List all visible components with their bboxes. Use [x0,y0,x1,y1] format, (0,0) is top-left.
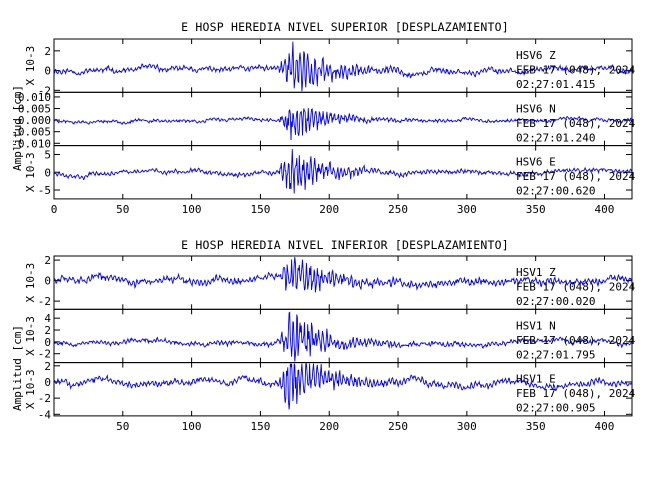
y-tick-label: -2 [38,392,51,405]
seismic-trace-line [53,41,633,92]
trace-annotation-line: HSV6 Z [516,49,556,62]
y-tick-label: -4 [38,408,52,421]
y-tick-label: 2 [44,45,51,58]
panel-scale-label: X 10-3 [24,316,37,356]
trace-annotation-line: HSV1 Z [516,266,556,279]
y-tick-label: 0 [44,65,51,78]
chart-title-inferior: E HOSP HEREDIA NIVEL INFERIOR [DESPLAZAM… [181,238,509,252]
trace-annotation-line: FEB 17 (048), 2024 [516,387,636,400]
seismic-trace-line [53,107,633,141]
x-tick-label: 300 [457,203,477,216]
x-tick-label: 200 [319,420,339,433]
trace-annotation-line: FEB 17 (048), 2024 [516,334,636,347]
y-tick-label: 0 [44,275,51,288]
panel-frame [53,362,633,417]
y-tick-label: -2 [38,295,51,308]
x-tick-label: 50 [116,203,129,216]
y-tick-label: 0 [44,376,51,389]
x-tick-label: 350 [526,203,546,216]
y-axis-label-superior: Amplitud [cm] [11,85,24,171]
y-tick-label: 5 [44,148,51,161]
seismic-trace-line [53,149,633,194]
y-tick-label: -2 [38,84,51,97]
panel-scale-label: X 10-3 [24,46,37,86]
trace-annotation-line: HSV6 E [516,156,556,169]
y-tick-label: -5 [38,184,51,197]
y-tick-label: -0.005 [11,126,51,139]
x-tick-label: 100 [182,203,202,216]
y-tick-label: 4 [44,312,51,325]
trace-annotation-line: 02:27:00.020 [516,295,595,308]
trace-annotation-line: HSV1 E [516,373,556,386]
seismic-trace-line [53,257,633,293]
y-tick-label: -0.010 [11,137,51,150]
y-tick-label: -2 [38,348,51,361]
y-tick-label: 0 [44,166,51,179]
y-axis-label-inferior: Amplitud [cm] [11,325,24,411]
trace-annotation-line: FEB 17 (048), 2024 [516,117,636,130]
x-tick-label: 250 [388,420,408,433]
x-tick-label: 150 [250,203,270,216]
y-tick-label: 2 [44,324,51,337]
chart-title-superior: E HOSP HEREDIA NIVEL SUPERIOR [DESPLAZAM… [181,20,509,34]
y-tick-label: 0.010 [18,91,51,104]
trace-annotation-line: FEB 17 (048), 2024 [516,170,636,183]
trace-annotation-line: 02:27:01.240 [516,131,595,144]
x-tick-label: 50 [116,420,129,433]
trace-annotation-line: FEB 17 (048), 2024 [516,64,636,77]
x-tick-label: 300 [457,420,477,433]
trace-annotation-line: 02:27:00.620 [516,185,595,198]
y-tick-label: 2 [44,360,51,373]
y-tick-label: 0.000 [18,114,51,127]
trace-annotation-line: HSV6 N [516,102,556,115]
trace-annotation-line: 02:27:01.795 [516,348,595,361]
x-tick-label: 0 [51,203,58,216]
y-tick-label: 0 [44,336,51,349]
x-tick-label: 250 [388,203,408,216]
trace-annotation-line: HSV1 N [516,319,556,332]
y-tick-label: 2 [44,254,51,267]
panel-scale-label: X 10-3 [24,369,37,409]
x-tick-label: 400 [595,420,615,433]
y-tick-label: 0.005 [18,103,51,116]
trace-annotation-line: 02:27:00.905 [516,402,595,415]
panel-scale-label: X 10-3 [24,152,37,192]
trace-annotation-line: FEB 17 (048), 2024 [516,281,636,294]
trace-annotation-line: 02:27:01.415 [516,78,595,91]
x-tick-label: 200 [319,203,339,216]
seismic-trace-line [53,363,633,410]
panel-scale-label: X 10-3 [24,263,37,303]
x-tick-label: 350 [526,420,546,433]
x-tick-label: 150 [250,420,270,433]
x-tick-label: 100 [182,420,202,433]
x-tick-label: 400 [595,203,615,216]
seismic-trace-line [54,311,633,362]
